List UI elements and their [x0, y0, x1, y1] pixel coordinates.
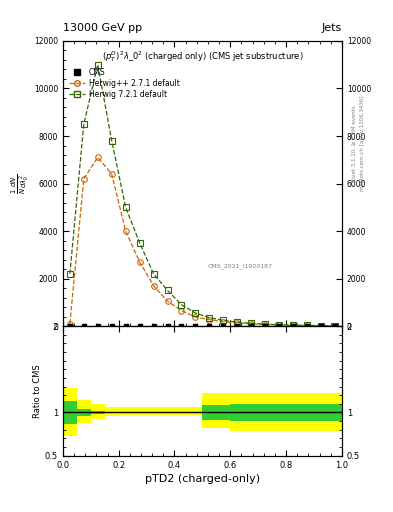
- Text: $(p_T^D)^2\lambda\_0^2$ (charged only) (CMS jet substructure): $(p_T^D)^2\lambda\_0^2$ (charged only) (…: [101, 50, 303, 65]
- Text: Jets: Jets: [321, 23, 342, 33]
- Text: CMS_2021_I1920187: CMS_2021_I1920187: [208, 263, 273, 269]
- X-axis label: pTD2 (charged-only): pTD2 (charged-only): [145, 474, 260, 484]
- Text: mcplots.cern.ch [arXiv:1306.3436]: mcplots.cern.ch [arXiv:1306.3436]: [360, 96, 365, 191]
- Legend: CMS, Herwig++ 2.7.1 default, Herwig 7.2.1 default: CMS, Herwig++ 2.7.1 default, Herwig 7.2.…: [70, 68, 180, 99]
- Y-axis label: Ratio to CMS: Ratio to CMS: [33, 364, 42, 418]
- Text: 13000 GeV pp: 13000 GeV pp: [63, 23, 142, 33]
- Y-axis label: $\frac{1}{N}\frac{dN}{d\lambda_0^2}$: $\frac{1}{N}\frac{dN}{d\lambda_0^2}$: [9, 173, 31, 194]
- Text: Rivet 3.1.10, ≥ 3.5M events: Rivet 3.1.10, ≥ 3.5M events: [352, 105, 357, 182]
